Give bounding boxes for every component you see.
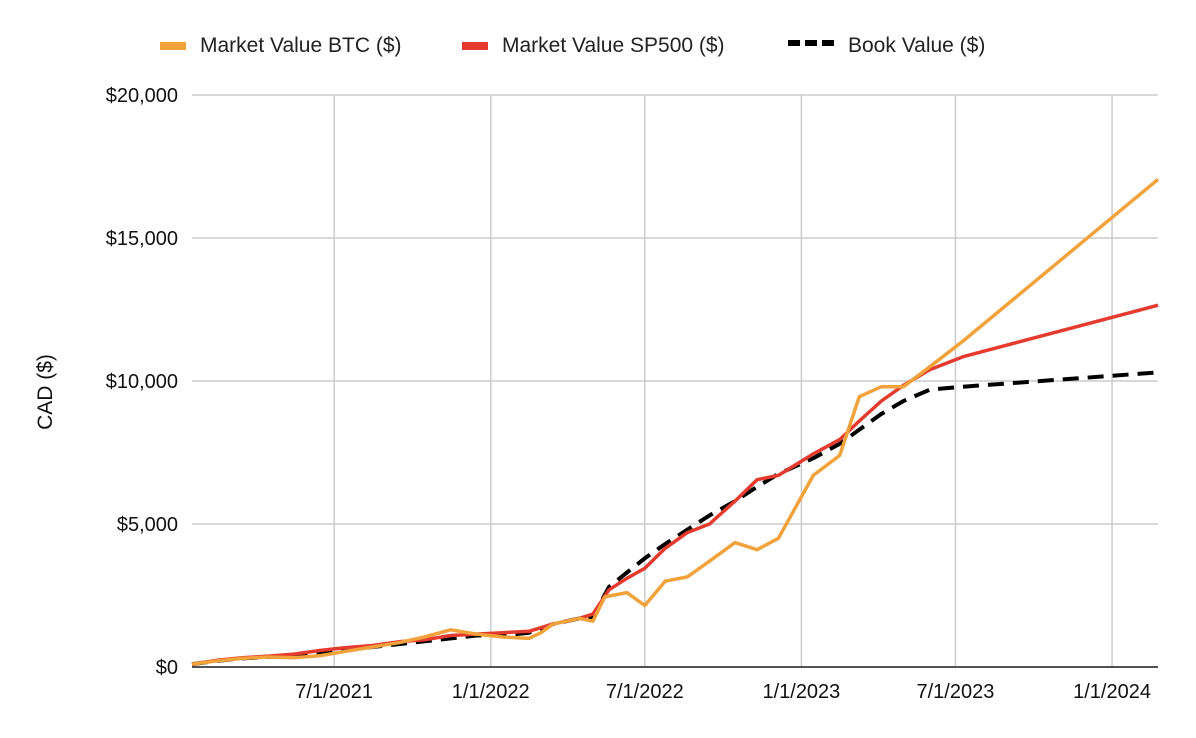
y-tick-label: $15,000 [106,228,178,250]
grid-lines [192,94,1158,668]
series-lines [191,178,1160,667]
series-line-book-value [191,370,1159,667]
series-line-sp500 [191,303,1159,666]
y-tick-label: $0 [156,657,178,679]
x-tick-label: 7/1/2023 [917,681,995,703]
legend-label-btc: Market Value BTC ($) [200,34,402,57]
x-tick-label: 7/1/2021 [295,681,373,703]
y-axis-ticks: $0 $5,000 $10,000 $15,000 $20,000 [106,85,178,679]
x-axis-ticks: 7/1/2021 1/1/2022 7/1/2022 1/1/2023 7/1/2023… [295,681,1151,703]
legend-swatch-sp500 [462,42,488,50]
x-tick-label: 1/1/2023 [762,681,840,703]
legend-item-book[interactable]: Book Value ($) [788,30,985,62]
legend-item-sp500[interactable]: Market Value SP500 ($) [462,30,725,62]
y-tick-label: $20,000 [106,85,178,107]
y-tick-label: $10,000 [106,371,178,393]
legend-label-book: Book Value ($) [848,34,986,57]
x-tick-label: 1/1/2022 [452,681,530,703]
legend-item-btc[interactable]: Market Value BTC ($) [160,30,402,62]
series-line-btc [191,178,1160,666]
y-tick-label: $5,000 [117,514,178,536]
x-tick-label: 7/1/2022 [606,681,684,703]
x-tick-label: 1/1/2024 [1073,681,1151,703]
legend-swatch-book [788,40,834,52]
legend-label-sp500: Market Value SP500 ($) [502,34,725,57]
legend-swatch-btc [160,42,186,50]
y-axis-title: CAD ($) [34,354,57,430]
chart-legend: Market Value BTC ($) Market Value SP500 … [0,30,1196,62]
